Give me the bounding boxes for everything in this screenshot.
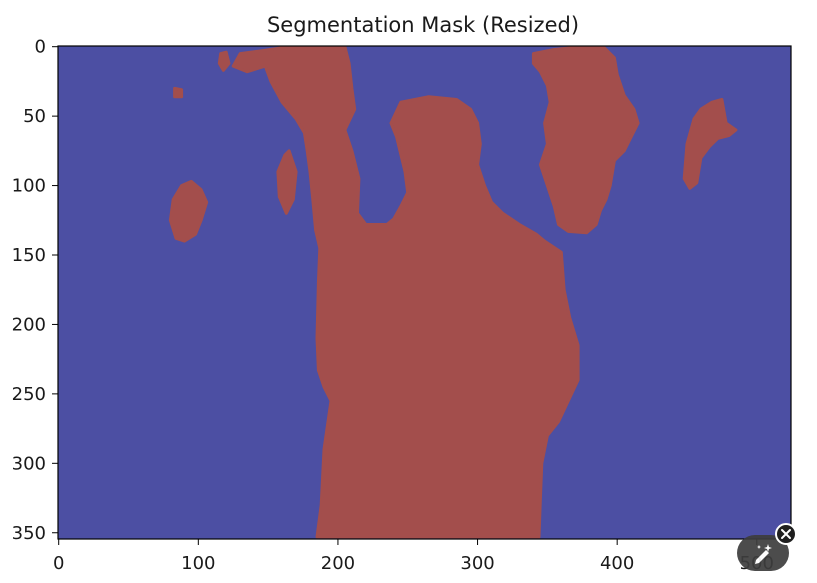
y-tick-label: 0 bbox=[35, 37, 46, 58]
plot-frame bbox=[57, 45, 792, 540]
y-tick-label: 350 bbox=[12, 523, 46, 544]
pencil-sparkle-icon bbox=[755, 544, 772, 564]
mask-region-4 bbox=[682, 98, 738, 190]
y-tick-label: 100 bbox=[12, 176, 46, 197]
mask-region-5 bbox=[217, 50, 231, 72]
y-axis: 0 50 100 150 200 250 300 350 bbox=[12, 37, 58, 544]
x-axis: 0100200300400500 bbox=[53, 539, 774, 574]
close-button[interactable] bbox=[775, 523, 797, 545]
y-tick-label: 300 bbox=[12, 453, 46, 474]
y-tick-label: 250 bbox=[12, 384, 46, 405]
x-tick-label: 0 bbox=[53, 553, 64, 574]
y-tick-label: 50 bbox=[23, 106, 46, 127]
plot-area bbox=[57, 45, 792, 540]
mask-region-6 bbox=[173, 86, 184, 99]
y-tick-label: 200 bbox=[12, 314, 46, 335]
close-icon bbox=[781, 529, 791, 539]
mask-region-1 bbox=[531, 46, 640, 235]
mask-region-2 bbox=[276, 149, 298, 215]
x-tick-label: 400 bbox=[600, 553, 634, 574]
y-tick-label: 150 bbox=[12, 245, 46, 266]
mask-region-0 bbox=[231, 46, 580, 539]
x-tick-label: 100 bbox=[181, 553, 215, 574]
x-tick-label: 300 bbox=[460, 553, 494, 574]
x-tick-label: 200 bbox=[321, 553, 355, 574]
mask-region-3 bbox=[168, 179, 209, 243]
chart-title: Segmentation Mask (Resized) bbox=[267, 13, 579, 37]
